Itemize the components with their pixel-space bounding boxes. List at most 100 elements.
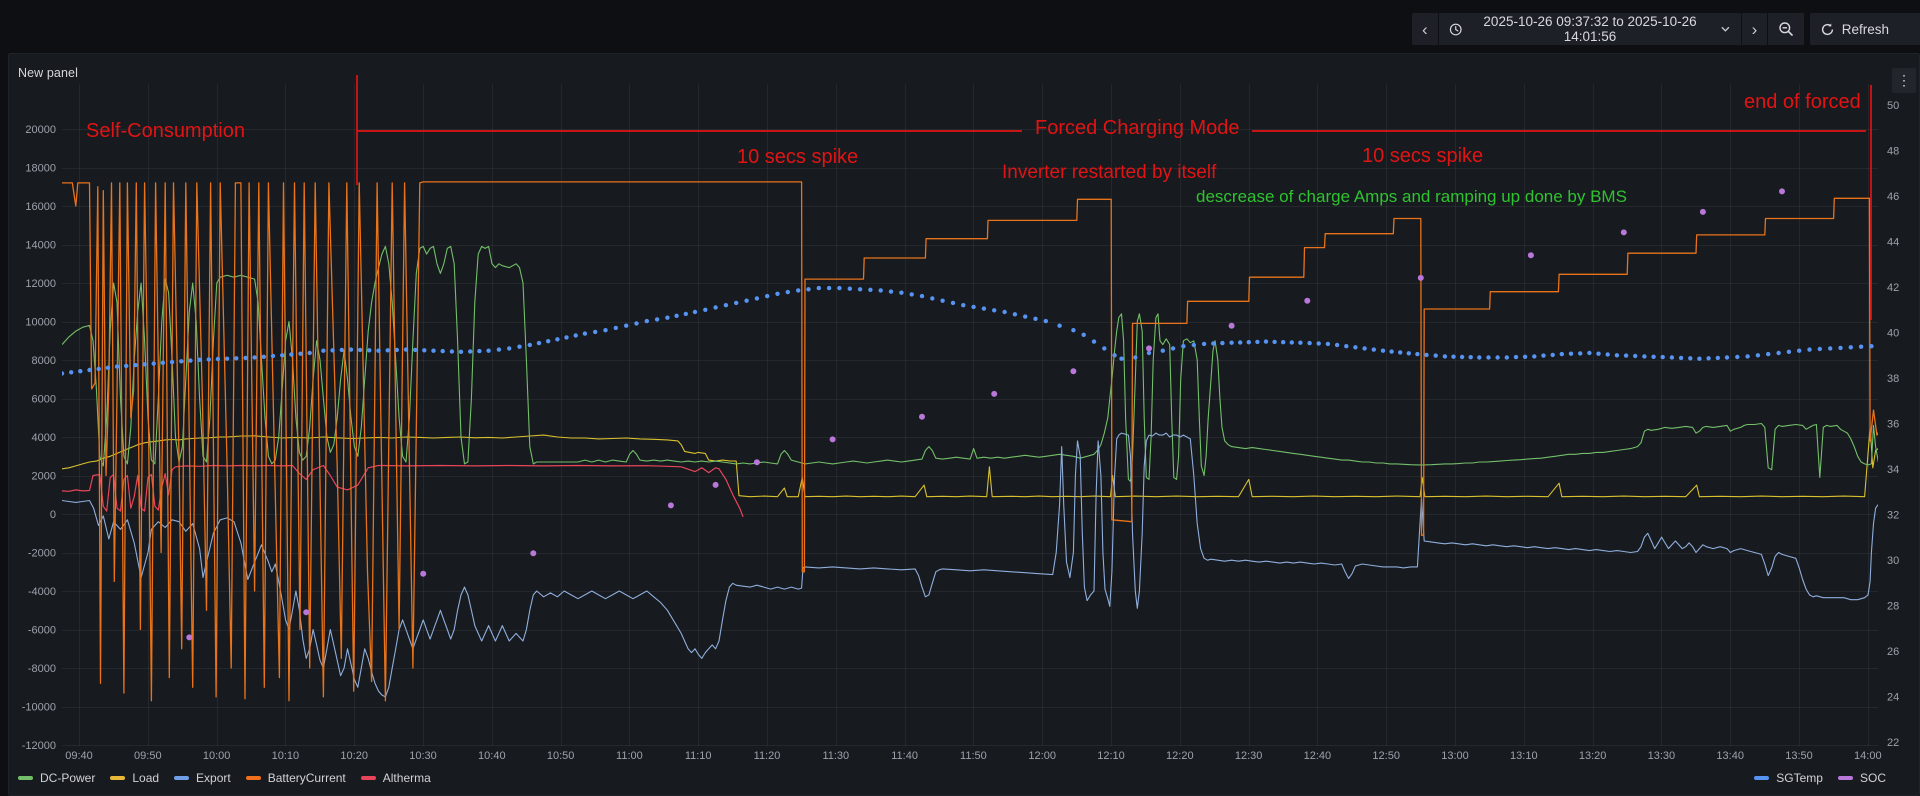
svg-text:13:30: 13:30 (1648, 750, 1676, 762)
svg-text:12:20: 12:20 (1166, 750, 1194, 762)
legend-swatch (110, 776, 126, 780)
refresh-icon (1821, 23, 1833, 35)
svg-text:40: 40 (1887, 328, 1899, 340)
chevron-left-icon: ‹ (1422, 19, 1428, 39)
chevron-right-icon: › (1751, 19, 1758, 39)
zoom-out-button[interactable] (1768, 13, 1805, 45)
legend-left: DC-Power Load Export BatteryCurrent Altherma (18, 769, 431, 787)
svg-text:11:00: 11:00 (616, 750, 643, 762)
svg-text:10:40: 10:40 (478, 750, 506, 762)
svg-text:12:40: 12:40 (1304, 750, 1332, 762)
svg-text:-8000: -8000 (28, 663, 56, 675)
svg-text:38: 38 (1887, 373, 1899, 385)
svg-text:46: 46 (1887, 191, 1899, 203)
svg-text:4000: 4000 (32, 432, 56, 444)
svg-text:28: 28 (1887, 601, 1899, 613)
panel-title: New panel (18, 66, 78, 80)
legend-item-load[interactable]: Load (110, 771, 159, 785)
legend-swatch (360, 776, 376, 780)
svg-text:10:30: 10:30 (409, 750, 437, 762)
svg-text:13:10: 13:10 (1510, 750, 1538, 762)
svg-text:-6000: -6000 (28, 625, 56, 637)
svg-text:-10000: -10000 (22, 702, 56, 714)
svg-text:44: 44 (1887, 237, 1899, 249)
legend-item-export[interactable]: Export (174, 771, 231, 785)
svg-text:-2000: -2000 (28, 548, 56, 560)
svg-text:13:20: 13:20 (1579, 750, 1607, 762)
svg-text:11:10: 11:10 (685, 750, 712, 762)
svg-text:09:40: 09:40 (65, 750, 93, 762)
svg-text:13:40: 13:40 (1716, 750, 1744, 762)
svg-text:10:00: 10:00 (203, 750, 231, 762)
ten-secs-spike-2-label: 10 secs spike (1362, 145, 1484, 167)
legend-label: DC-Power (40, 771, 96, 785)
time-range-text: 2025-10-26 09:37:32 to 2025-10-26 14:01:… (1483, 14, 1697, 44)
self-consumption-label: Self-Consumption (86, 120, 245, 142)
svg-text:8000: 8000 (32, 355, 56, 367)
svg-text:36: 36 (1887, 419, 1899, 431)
svg-text:14:00: 14:00 (1854, 750, 1882, 762)
refresh-button[interactable]: Refresh (1809, 13, 1920, 45)
svg-text:0: 0 (50, 509, 56, 521)
legend-right: SGTemp SOC (1754, 769, 1886, 787)
legend-label: BatteryCurrent (267, 771, 346, 785)
inverter-restarted-label: Inverter restarted by itself (1002, 162, 1217, 183)
svg-text:11:50: 11:50 (960, 750, 987, 762)
legend-item-sgtemp[interactable]: SGTemp (1754, 771, 1823, 785)
svg-text:32: 32 (1887, 510, 1899, 522)
svg-text:09:50: 09:50 (134, 750, 162, 762)
svg-text:16000: 16000 (25, 201, 56, 213)
legend-swatch (18, 776, 33, 780)
svg-text:6000: 6000 (32, 394, 56, 406)
legend-label: SOC (1859, 771, 1886, 785)
legend-swatch (245, 776, 261, 780)
svg-text:11:30: 11:30 (822, 750, 849, 762)
svg-text:22: 22 (1887, 737, 1899, 749)
legend-label: Altherma (382, 771, 431, 785)
svg-text:-4000: -4000 (28, 586, 56, 598)
svg-text:10:10: 10:10 (272, 750, 300, 762)
svg-text:26: 26 (1887, 646, 1899, 658)
svg-text:13:00: 13:00 (1441, 750, 1469, 762)
svg-text:-12000: -12000 (22, 740, 56, 752)
time-back-button[interactable]: ‹ (1412, 13, 1439, 45)
svg-text:12:10: 12:10 (1097, 750, 1125, 762)
svg-text:30: 30 (1887, 555, 1899, 567)
svg-text:18000: 18000 (25, 163, 56, 175)
legend-swatch (174, 776, 190, 780)
top-toolbar: ‹ 2025-10-26 09:37:32 to 2025-10-26 14:0… (0, 0, 1920, 50)
svg-text:20000: 20000 (25, 124, 56, 136)
svg-text:2000: 2000 (32, 471, 56, 483)
legend-item-batterycurrent[interactable]: BatteryCurrent (245, 771, 346, 785)
svg-text:14000: 14000 (25, 240, 56, 252)
svg-text:12000: 12000 (25, 278, 56, 290)
svg-text:10:20: 10:20 (340, 750, 368, 762)
legend-item-soc[interactable]: SOC (1837, 771, 1886, 785)
bms-note-label: descrease of charge Amps and ramping up … (1196, 187, 1627, 206)
forced-charging-label: Forced Charging Mode (1035, 117, 1240, 139)
legend-label: SGTemp (1776, 771, 1823, 785)
time-forward-button[interactable]: › (1741, 13, 1769, 45)
legend-item-dc-power[interactable]: DC-Power (18, 771, 95, 785)
svg-text:10000: 10000 (25, 317, 56, 329)
ten-secs-spike-1-label: 10 secs spike (737, 146, 859, 168)
svg-text:50: 50 (1887, 100, 1899, 112)
time-controls: ‹ 2025-10-26 09:37:32 to 2025-10-26 14:0… (1412, 13, 1920, 45)
time-range-picker[interactable]: 2025-10-26 09:37:32 to 2025-10-26 14:01:… (1438, 13, 1742, 45)
svg-text:11:20: 11:20 (754, 750, 781, 762)
legend-swatch (1837, 776, 1853, 780)
svg-text:12:30: 12:30 (1235, 750, 1263, 762)
clock-icon (1449, 23, 1462, 35)
svg-text:13:50: 13:50 (1785, 750, 1813, 762)
legend-label: Export (196, 771, 231, 785)
kebab-menu-icon[interactable]: ⋮ (1892, 68, 1916, 93)
svg-text:11:40: 11:40 (891, 750, 918, 762)
svg-text:24: 24 (1887, 692, 1899, 704)
legend-label: Load (132, 771, 160, 785)
refresh-label: Refresh (1841, 21, 1890, 37)
legend-item-altherma[interactable]: Altherma (360, 771, 431, 785)
svg-text:12:50: 12:50 (1372, 750, 1400, 762)
svg-text:12:00: 12:00 (1028, 750, 1056, 762)
end-of-forced-label: end of forced (1744, 91, 1861, 113)
